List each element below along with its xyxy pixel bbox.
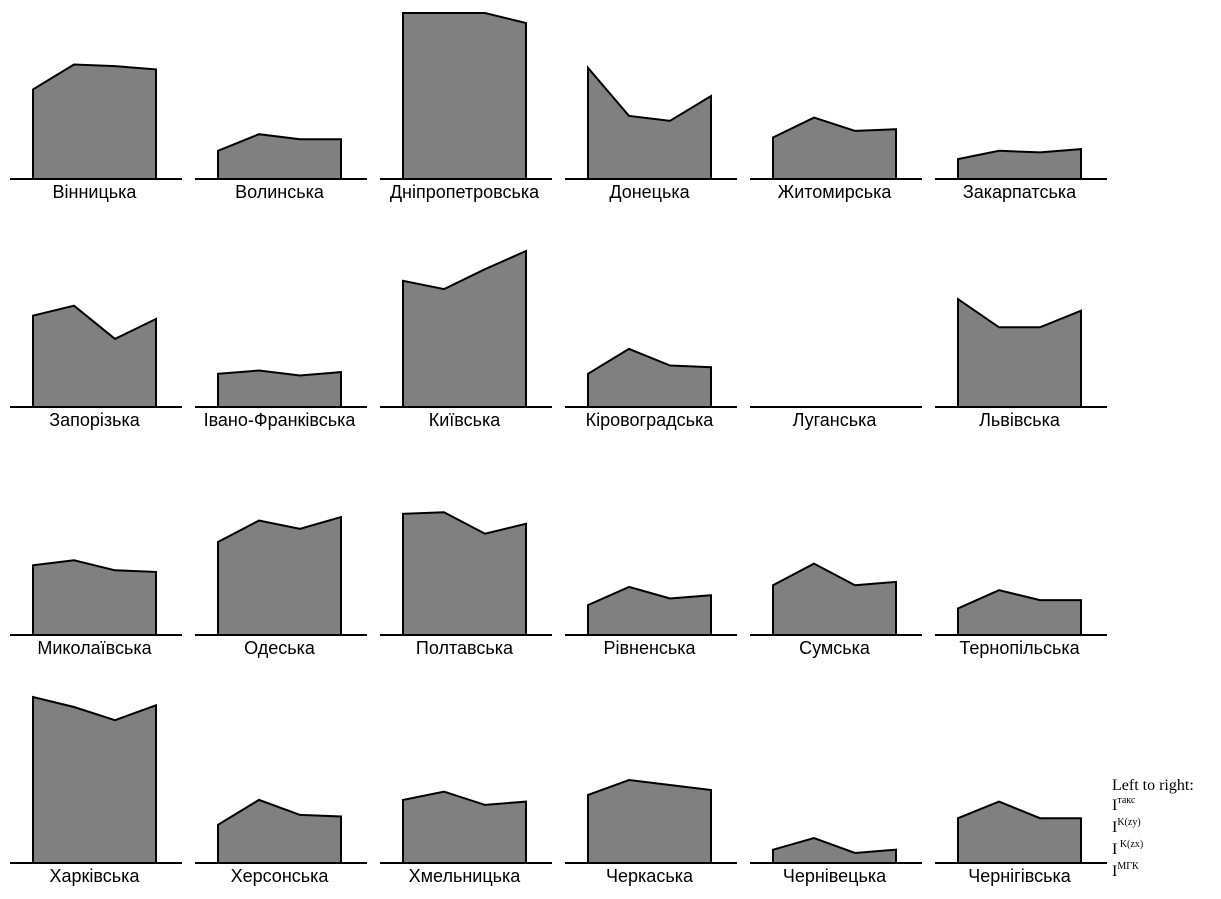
panel-20-label: Херсонська xyxy=(231,866,330,886)
panel-23: Чернівецька xyxy=(750,837,922,886)
panel-4-area xyxy=(587,65,712,180)
panel-8: Івано-Франківська xyxy=(195,369,367,430)
legend-title: Left to right: xyxy=(1112,777,1194,794)
panel-14: Одеська xyxy=(195,515,367,658)
legend-item-1: Iтакс xyxy=(1112,795,1221,817)
panel-21-label: Хмельницька xyxy=(409,866,522,886)
panel-14-area xyxy=(217,515,342,636)
panel-6-area xyxy=(957,148,1082,180)
panel-15-label: Полтавська xyxy=(416,638,514,658)
panel-12: Львівська xyxy=(935,297,1107,430)
panel-2: Волинська xyxy=(195,133,367,202)
panel-2-label: Волинська xyxy=(235,182,325,202)
legend-item-3-base: I xyxy=(1112,841,1118,858)
panel-22-label: Черкаська xyxy=(606,866,694,886)
panel-8-area xyxy=(217,369,342,408)
panel-9-area xyxy=(402,249,527,408)
panel-13-label: Миколаївська xyxy=(37,638,152,658)
panel-5-area xyxy=(772,116,897,180)
panel-22: Черкаська xyxy=(565,778,737,886)
panel-8-label: Івано-Франківська xyxy=(204,410,357,430)
panel-20: Херсонська xyxy=(195,798,367,886)
panel-4-label: Донецька xyxy=(609,182,690,202)
panel-16-label: Рівненська xyxy=(603,638,696,658)
panel-6-label: Закарпатська xyxy=(963,182,1077,202)
panel-1-area xyxy=(32,63,157,180)
panel-7: Запорізька xyxy=(10,304,182,430)
legend-item-2-sup: K(zy) xyxy=(1117,817,1141,828)
panel-13-area xyxy=(32,559,157,636)
panel-10-label: Кіровоградська xyxy=(586,410,715,430)
panel-24-label: Чернігівська xyxy=(968,866,1072,886)
legend-item-3: I K(zx) xyxy=(1112,839,1221,861)
panel-7-area xyxy=(32,304,157,408)
panel-15: Полтавська xyxy=(380,511,552,658)
panel-17-label: Сумська xyxy=(799,638,871,658)
panel-24-area xyxy=(957,800,1082,864)
panel-16-area xyxy=(587,585,712,636)
panel-19: Харківська xyxy=(10,695,182,886)
legend-item-4-base: I xyxy=(1112,863,1118,880)
panel-18-label: Тернопільська xyxy=(959,638,1080,658)
legend-item-1-sup: такс xyxy=(1117,795,1136,806)
panel-7-label: Запорізька xyxy=(49,410,141,430)
panel-12-area xyxy=(957,297,1082,408)
panel-19-label: Харківська xyxy=(50,866,141,886)
panel-16: Рівненська xyxy=(565,585,737,658)
panel-3-area xyxy=(402,12,527,180)
panel-5: Житомирська xyxy=(750,116,922,202)
panel-15-area xyxy=(402,511,527,636)
panel-9-label: Київська xyxy=(429,410,502,430)
panel-17: Сумська xyxy=(750,562,922,658)
panel-11-label: Луганська xyxy=(793,410,878,430)
panel-3: Дніпропетровська xyxy=(380,12,552,202)
panel-10-area xyxy=(587,347,712,408)
panel-23-label: Чернівецька xyxy=(783,866,887,886)
panel-6: Закарпатська xyxy=(935,148,1107,202)
panel-13: Миколаївська xyxy=(10,559,182,658)
panel-9: Київська xyxy=(380,249,552,430)
legend-item-4-sup: МГК xyxy=(1117,861,1139,872)
panel-4: Донецька xyxy=(565,65,737,202)
panel-23-area xyxy=(772,837,897,864)
legend-item-2: IK(zy) xyxy=(1112,817,1221,839)
legend-item-4: IМГК xyxy=(1112,861,1221,883)
legend: Left to right: Iтакс IK(zy) I K(zx) IМГК xyxy=(1112,777,1221,883)
panel-14-label: Одеська xyxy=(244,638,316,658)
legend-item-3-sup: K(zx) xyxy=(1117,839,1144,850)
panel-1: Вінницька xyxy=(10,63,182,202)
panel-21: Хмельницька xyxy=(380,790,552,886)
panel-3-label: Дніпропетровська xyxy=(390,182,540,202)
panel-21-area xyxy=(402,790,527,864)
panel-20-area xyxy=(217,798,342,864)
panel-12-label: Львівська xyxy=(979,410,1061,430)
panel-10: Кіровоградська xyxy=(565,347,737,430)
panel-17-area xyxy=(772,562,897,636)
panel-1-label: Вінницька xyxy=(53,182,138,202)
panel-22-area xyxy=(587,778,712,864)
panel-18: Тернопільська xyxy=(935,589,1107,658)
panel-11: Луганська xyxy=(750,406,922,430)
legend-item-1-base: I xyxy=(1112,797,1118,814)
panel-2-area xyxy=(217,133,342,180)
panel-18-area xyxy=(957,589,1082,636)
panel-19-area xyxy=(32,695,157,864)
legend-item-2-base: I xyxy=(1112,819,1118,836)
panel-24: Чернігівська xyxy=(935,800,1107,886)
panel-5-label: Житомирська xyxy=(778,182,893,202)
